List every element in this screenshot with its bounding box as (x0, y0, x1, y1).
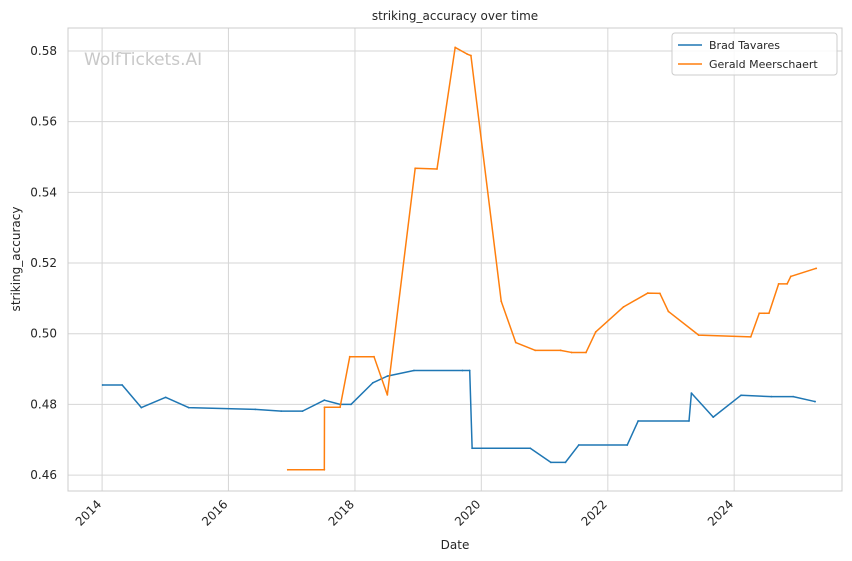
x-tick-label-2016: 2016 (199, 497, 230, 528)
data-point-brad-tavares-21 (626, 444, 629, 446)
data-point-gerald-meerschaert-23 (697, 334, 700, 337)
data-point-gerald-meerschaert-29 (786, 282, 789, 285)
data-point-brad-tavares-22 (637, 420, 640, 422)
y-tick-label-0.46: 0.46 (30, 468, 57, 482)
x-tick-label-2020: 2020 (452, 497, 483, 528)
y-tick-label-0.56: 0.56 (30, 115, 57, 129)
data-point-gerald-meerschaert-19 (622, 305, 625, 308)
data-point-gerald-meerschaert-4 (348, 355, 351, 358)
x-tick-label-2018: 2018 (326, 497, 357, 528)
legend: Brad Tavares Gerald Meerschaert (671, 32, 838, 76)
data-point-gerald-meerschaert-13 (514, 341, 517, 344)
data-point-brad-tavares-4 (187, 406, 190, 409)
data-point-gerald-meerschaert-16 (570, 351, 573, 354)
series-line-brad-tavares (101, 369, 816, 464)
x-tick-label-2024: 2024 (705, 497, 736, 528)
data-point-gerald-meerschaert-9 (454, 46, 457, 49)
data-point-gerald-meerschaert-6 (386, 393, 389, 396)
data-point-brad-tavares-28 (792, 395, 795, 398)
data-point-brad-tavares-13 (413, 369, 415, 372)
data-point-brad-tavares-5 (254, 408, 257, 411)
grid (68, 28, 842, 491)
data-point-gerald-meerschaert-11 (470, 54, 472, 57)
x-axis-label: Date (441, 538, 470, 552)
data-point-gerald-meerschaert-18 (594, 331, 597, 333)
data-point-brad-tavares-20 (577, 444, 580, 446)
data-point-brad-tavares-7 (301, 410, 304, 413)
data-point-brad-tavares-14 (461, 369, 464, 372)
data-point-brad-tavares-10 (350, 403, 352, 406)
legend-label-gerald-meerschaert: Gerald Meerschaert (709, 58, 818, 71)
data-point-brad-tavares-8 (323, 399, 326, 402)
data-point-gerald-meerschaert-26 (763, 312, 766, 315)
data-point-gerald-meerschaert-25 (758, 312, 761, 315)
y-tick-labels: 0.46 0.48 0.50 0.52 0.54 0.56 0.58 (30, 44, 57, 482)
data-point-gerald-meerschaert-2 (323, 406, 326, 409)
data-point-gerald-meerschaert-30 (789, 275, 792, 278)
x-tick-label-2022: 2022 (578, 497, 609, 528)
data-point-gerald-meerschaert-15 (559, 349, 562, 352)
series-line-gerald-meerschaert (287, 46, 817, 471)
legend-label-brad-tavares: Brad Tavares (709, 39, 780, 52)
data-point-gerald-meerschaert-10 (466, 53, 469, 56)
data-point-gerald-meerschaert-5 (373, 355, 375, 358)
data-point-brad-tavares-17 (529, 447, 532, 450)
y-tick-label-0.58: 0.58 (30, 44, 57, 58)
data-point-brad-tavares-3 (164, 396, 167, 399)
y-axis-label: striking_accuracy (9, 207, 23, 312)
data-point-brad-tavares-27 (770, 395, 773, 398)
data-point-gerald-meerschaert-28 (777, 282, 780, 285)
x-tick-label-2014: 2014 (73, 497, 104, 528)
data-point-gerald-meerschaert-24 (749, 336, 752, 338)
data-point-brad-tavares-11 (371, 381, 374, 384)
data-point-brad-tavares-23 (688, 420, 690, 422)
data-point-gerald-meerschaert-31 (815, 267, 818, 270)
x-tick-labels: 2014 2016 2018 2020 2022 2024 (73, 497, 737, 528)
data-point-brad-tavares-16 (471, 447, 474, 450)
data-point-gerald-meerschaert-17 (585, 351, 587, 354)
data-point-gerald-meerschaert-3 (339, 406, 341, 409)
data-point-brad-tavares-29 (814, 400, 816, 403)
data-point-gerald-meerschaert-27 (768, 312, 770, 315)
data-point-gerald-meerschaert-12 (500, 300, 503, 303)
y-tick-label-0.52: 0.52 (30, 256, 57, 270)
data-point-brad-tavares-1 (121, 384, 124, 386)
y-tick-label-0.48: 0.48 (30, 397, 57, 411)
data-point-gerald-meerschaert-8 (436, 168, 438, 170)
data-point-brad-tavares-19 (564, 461, 567, 464)
chart-title: striking_accuracy over time (372, 9, 538, 23)
data-point-brad-tavares-12 (386, 375, 389, 378)
data-point-gerald-meerschaert-1 (323, 468, 326, 471)
data-point-brad-tavares-24 (690, 392, 693, 394)
plot-frame (67, 27, 843, 492)
data-point-gerald-meerschaert-0 (286, 468, 289, 471)
data-point-brad-tavares-15 (468, 369, 471, 372)
legend-box (671, 32, 838, 76)
watermark-text: WolfTickets.AI (84, 50, 202, 70)
data-point-gerald-meerschaert-22 (667, 310, 670, 313)
data-point-brad-tavares-2 (140, 406, 143, 409)
data-point-brad-tavares-25 (712, 416, 715, 419)
y-tick-label-0.50: 0.50 (30, 327, 57, 341)
data-point-brad-tavares-18 (549, 461, 552, 464)
series-lines (101, 46, 818, 471)
data-point-gerald-meerschaert-14 (534, 349, 537, 352)
data-point-gerald-meerschaert-7 (414, 167, 417, 170)
y-tick-label-0.54: 0.54 (30, 185, 57, 199)
data-point-gerald-meerschaert-20 (646, 292, 649, 294)
data-point-gerald-meerschaert-21 (659, 292, 661, 295)
data-point-brad-tavares-26 (740, 394, 742, 397)
data-point-brad-tavares-0 (101, 384, 104, 386)
data-point-brad-tavares-6 (280, 410, 283, 413)
